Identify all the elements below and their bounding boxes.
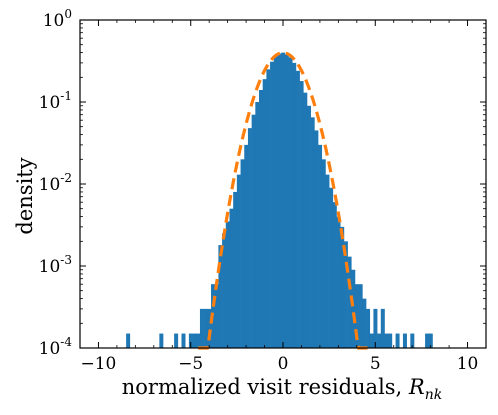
x-axis-label-text: normalized visit residuals, bbox=[122, 375, 409, 399]
axes: −10 −5 0 5 10 10-4 10-3 10-2 10-1 100 bbox=[39, 7, 487, 374]
histogram-bar bbox=[277, 53, 282, 348]
histogram-bar bbox=[236, 174, 241, 348]
y-tick-label: 100 bbox=[43, 7, 72, 31]
histogram-bar bbox=[159, 333, 164, 348]
histogram-bar bbox=[251, 114, 256, 348]
histogram-bar bbox=[425, 333, 430, 348]
histogram-bar bbox=[377, 333, 382, 348]
histogram-bar bbox=[229, 208, 234, 348]
x-axis-label-subscript: nk bbox=[425, 387, 443, 403]
histogram-bar bbox=[222, 233, 227, 348]
histogram-bar bbox=[188, 333, 193, 348]
histogram-bar bbox=[295, 70, 300, 348]
histogram-bar bbox=[240, 159, 245, 348]
histogram-bar bbox=[126, 333, 131, 348]
histogram-bar bbox=[325, 174, 330, 348]
histogram-bar bbox=[244, 144, 249, 348]
y-tick-label: 10-2 bbox=[39, 171, 72, 195]
histogram-bar bbox=[225, 221, 230, 348]
y-tick-label: 10-4 bbox=[39, 335, 73, 359]
histogram-bar bbox=[192, 333, 197, 348]
x-tick-label: 0 bbox=[278, 354, 289, 374]
x-tick-label: −10 bbox=[81, 354, 117, 374]
histogram-bar bbox=[270, 61, 275, 348]
histogram-bar bbox=[354, 284, 359, 348]
histogram-bar bbox=[358, 284, 363, 348]
histogram-bar bbox=[336, 216, 341, 348]
histogram-bar bbox=[174, 333, 179, 348]
histogram-bar bbox=[362, 298, 367, 348]
histogram-bar bbox=[284, 54, 289, 349]
histogram-bar bbox=[181, 333, 186, 348]
histogram-bar bbox=[259, 90, 263, 348]
histogram-bar bbox=[288, 57, 293, 349]
histogram-bar bbox=[380, 308, 385, 348]
x-tick-label: 5 bbox=[370, 354, 381, 374]
y-tick-label: 10-1 bbox=[39, 89, 72, 113]
histogram-bar bbox=[340, 226, 345, 348]
histogram-bar bbox=[314, 130, 319, 348]
x-tick-label: 10 bbox=[457, 354, 479, 374]
histogram-bar bbox=[306, 105, 311, 349]
y-axis-label: density bbox=[13, 157, 37, 234]
histogram-bar bbox=[373, 308, 378, 348]
histogram-bar bbox=[343, 241, 348, 348]
histogram-bar bbox=[214, 284, 219, 348]
histogram-bars bbox=[126, 52, 433, 349]
histogram-bar bbox=[428, 333, 433, 348]
histogram-bar bbox=[321, 159, 326, 348]
normal-fit-curve bbox=[198, 51, 368, 350]
histogram-bar bbox=[366, 308, 371, 348]
histogram-bar bbox=[299, 81, 304, 348]
histogram-bar bbox=[329, 187, 334, 348]
histogram-bar bbox=[233, 191, 238, 348]
histogram-bar bbox=[332, 202, 337, 348]
histogram-bar bbox=[303, 92, 308, 348]
histogram-bar bbox=[351, 269, 356, 348]
histogram-bar bbox=[199, 308, 204, 348]
histogram-bar bbox=[273, 56, 278, 349]
histogram-bar bbox=[347, 256, 352, 348]
histogram-bar bbox=[395, 333, 400, 348]
histogram-bar bbox=[255, 102, 260, 348]
histogram-bar bbox=[262, 79, 267, 348]
histogram-bar bbox=[207, 308, 212, 348]
x-axis-label-symbol: R bbox=[408, 375, 425, 399]
histogram-bar bbox=[318, 144, 323, 348]
histogram-bar bbox=[203, 308, 208, 348]
histogram-bar bbox=[369, 333, 374, 348]
histogram-bar bbox=[310, 117, 315, 349]
histogram-bar bbox=[292, 62, 297, 348]
histogram-bar bbox=[218, 245, 223, 348]
histogram-bar bbox=[281, 52, 286, 349]
histogram-bar bbox=[384, 333, 389, 348]
x-axis-label: normalized visit residuals, Rnk bbox=[122, 375, 442, 403]
histogram-bar bbox=[247, 128, 252, 348]
histogram-bar bbox=[196, 333, 201, 348]
histogram-bar bbox=[410, 333, 415, 348]
histogram-bar bbox=[388, 333, 393, 348]
histogram-bar bbox=[266, 69, 271, 348]
x-tick-label: −5 bbox=[178, 354, 203, 374]
histogram-bar bbox=[402, 333, 407, 348]
y-tick-label: 10-3 bbox=[39, 253, 72, 277]
